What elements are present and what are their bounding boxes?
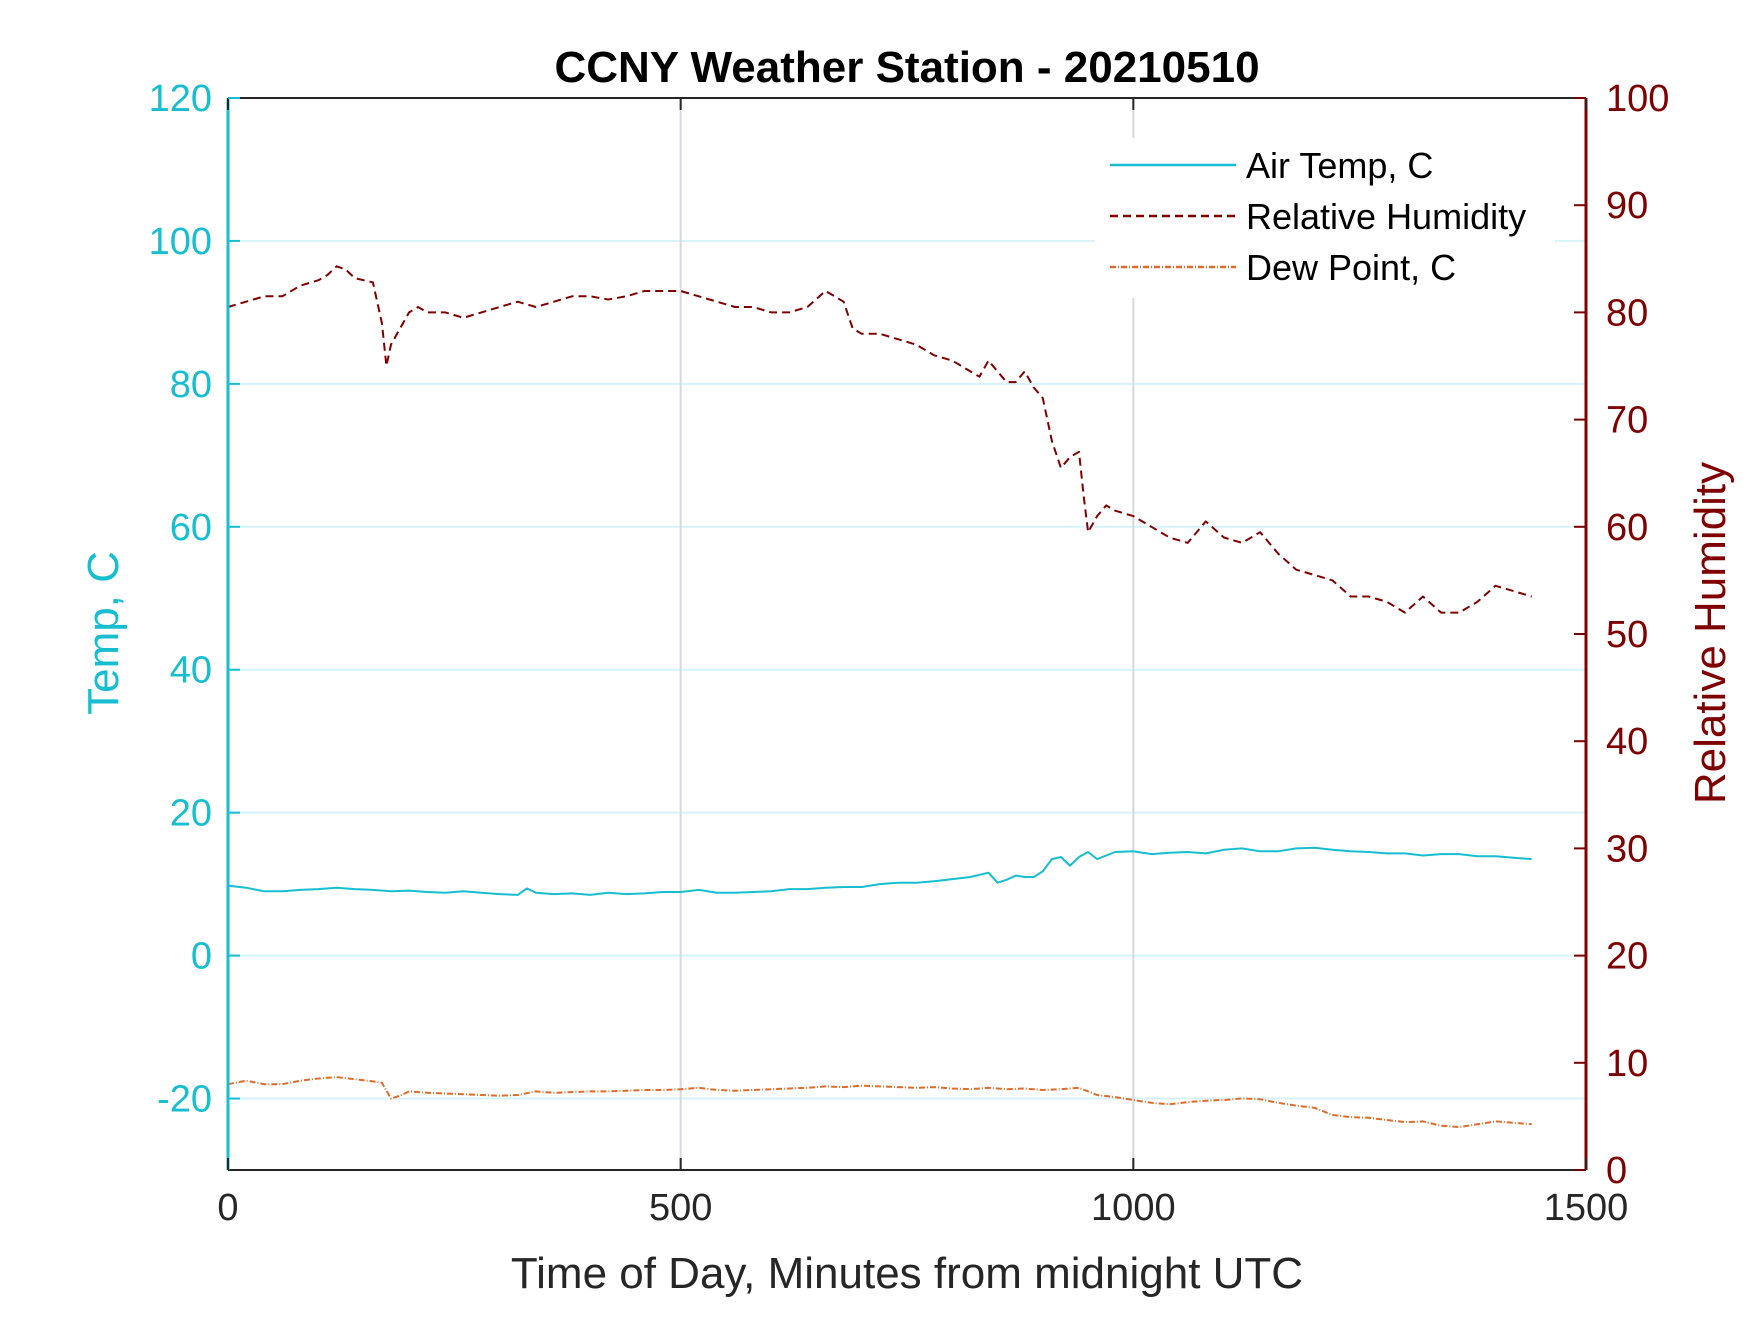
legend: Air Temp, C Relative Humidity Dew Point, C — [1095, 138, 1555, 298]
x-tick-label: 1000 — [1091, 1187, 1176, 1229]
y-tick-label-right: 50 — [1606, 614, 1648, 656]
legend-label-1: Relative Humidity — [1246, 196, 1526, 237]
y-tick-label-left: 80 — [170, 364, 212, 406]
series-group — [227, 265, 1532, 1129]
legend-label-2: Dew Point, C — [1246, 247, 1456, 288]
y-tick-label-right: 0 — [1606, 1150, 1627, 1192]
y-tick-label-right: 60 — [1606, 507, 1648, 549]
y-tick-label-left: -20 — [157, 1079, 212, 1121]
chart-title: CCNY Weather Station - 20210510 — [554, 43, 1259, 92]
x-tick-label: 0 — [217, 1187, 238, 1229]
y-tick-label-left: 0 — [191, 936, 212, 978]
y-tick-label-right: 100 — [1606, 78, 1669, 120]
y-tick-label-left: 60 — [170, 507, 212, 549]
y-tick-label-right: 10 — [1606, 1043, 1648, 1085]
series-line-1 — [227, 265, 1532, 614]
y-tick-label-left: 40 — [170, 650, 212, 692]
x-tick-label: 1500 — [1544, 1187, 1629, 1229]
y-axis-label-left: Temp, C — [79, 551, 128, 715]
legend-label-0: Air Temp, C — [1246, 145, 1433, 186]
y-tick-label-right: 90 — [1606, 185, 1648, 227]
y-tick-label-right: 20 — [1606, 936, 1648, 978]
x-tick-label: 500 — [649, 1187, 712, 1229]
y-tick-label-right: 80 — [1606, 292, 1648, 334]
axes: 0 500 1000 1500 -20 0 20 40 60 80 100 120 0 10 20 30 40 5… — [149, 78, 1670, 1229]
y-tick-label-left: 100 — [149, 221, 212, 263]
y-tick-label-right: 40 — [1606, 721, 1648, 763]
y-tick-label-left: 120 — [149, 78, 212, 120]
legend-items: Air Temp, C Relative Humidity Dew Point, C — [1110, 145, 1526, 288]
y-tick-label-right: 70 — [1606, 400, 1648, 442]
series-line-2 — [227, 1076, 1532, 1129]
series-line-0 — [227, 846, 1532, 896]
y-tick-label-left: 20 — [170, 793, 212, 835]
x-axis-label: Time of Day, Minutes from midnight UTC — [511, 1249, 1303, 1298]
y-tick-label-right: 30 — [1606, 828, 1648, 870]
y-axis-label-right: Relative Humidity — [1686, 462, 1735, 804]
